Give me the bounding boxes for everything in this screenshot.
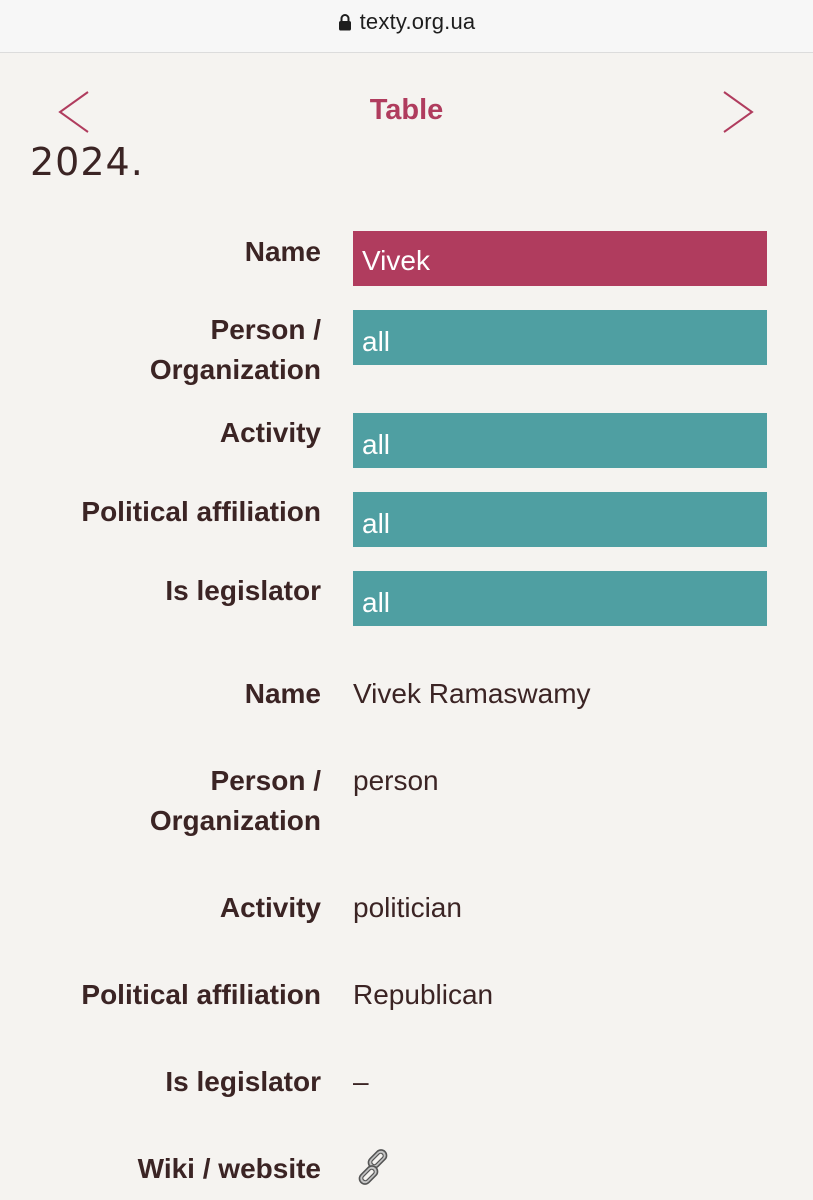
chevron-right-icon xyxy=(723,91,754,133)
record-legislator-label: Is legislator xyxy=(165,1066,321,1097)
record-activity-value: politician xyxy=(353,892,462,923)
filter-person-org-label: Person / Organization xyxy=(21,310,321,390)
record-name-label: Name xyxy=(244,678,321,709)
filter-political-label: Political affiliation xyxy=(81,496,321,527)
link-icon[interactable] xyxy=(353,1147,393,1187)
record-political-value: Republican xyxy=(353,979,494,1010)
filter-person-org-label-line1: Person / xyxy=(210,314,321,345)
browser-url-bar[interactable]: texty.org.ua xyxy=(0,0,813,53)
truncated-text: 2024. xyxy=(30,140,144,184)
filter-legislator-label: Is legislator xyxy=(165,575,321,606)
record-person-org-label-line2: Organization xyxy=(149,805,321,836)
url-text[interactable]: texty.org.ua xyxy=(359,9,476,34)
filter-person-org-label-line2: Organization xyxy=(149,354,321,385)
next-button[interactable] xyxy=(718,88,758,136)
filter-person-org-select[interactable]: all xyxy=(353,310,767,365)
prev-button[interactable] xyxy=(56,88,96,136)
lock-icon xyxy=(338,14,351,31)
filter-name-input[interactable]: Vivek xyxy=(353,231,767,286)
record-legislator-value: – xyxy=(353,1066,369,1097)
filter-activity-select[interactable]: all xyxy=(353,413,767,468)
filter-legislator-select[interactable]: all xyxy=(353,571,767,626)
record-person-org-label-line1: Person / xyxy=(210,765,321,796)
filter-activity-label: Activity xyxy=(219,417,321,448)
filter-name-label: Name xyxy=(244,236,321,267)
table-navigation: Table xyxy=(0,78,813,148)
record-person-org-value: person xyxy=(353,765,439,796)
chevron-left-icon xyxy=(58,91,89,133)
record-political-label: Political affiliation xyxy=(81,979,321,1010)
record-wiki-label: Wiki / website xyxy=(137,1153,321,1184)
record-name-value: Vivek Ramaswamy xyxy=(353,678,591,709)
filter-political-select[interactable]: all xyxy=(353,492,767,547)
record-wiki-link[interactable] xyxy=(353,1147,393,1187)
record-activity-label: Activity xyxy=(219,892,321,923)
page-title: Table xyxy=(369,94,444,126)
record-person-org-label: Person / Organization xyxy=(21,761,321,841)
url-container: texty.org.ua xyxy=(338,9,476,35)
